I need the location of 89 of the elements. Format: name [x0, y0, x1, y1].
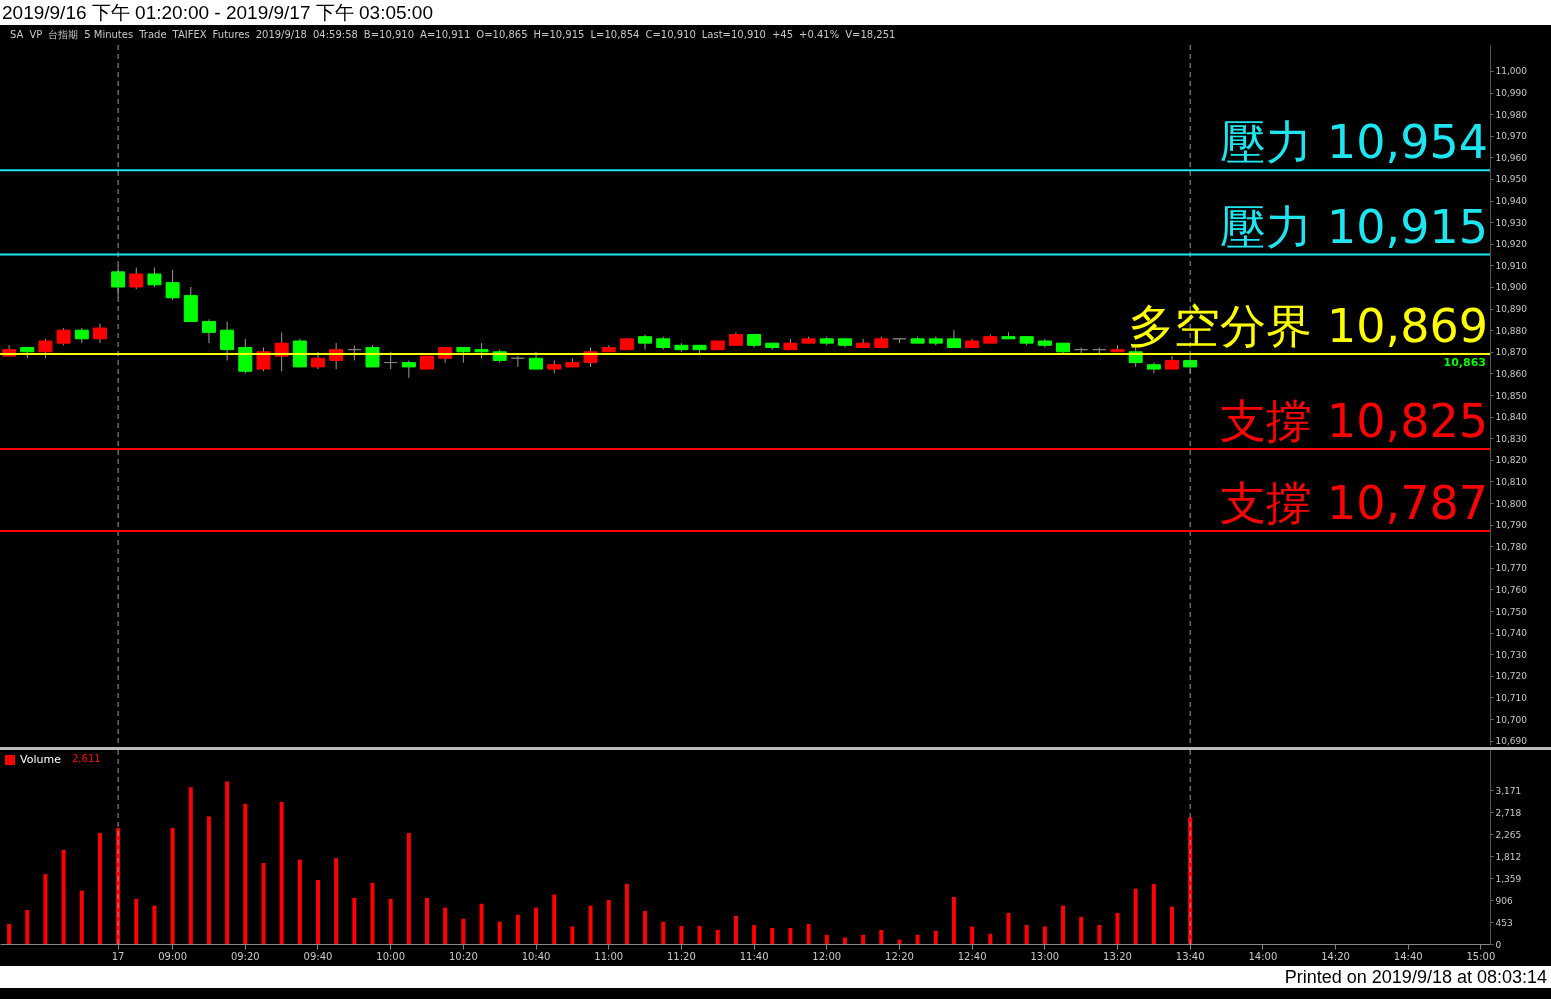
- text: V=18,251: [845, 29, 896, 40]
- y-tick-label: 10,700: [1495, 714, 1528, 725]
- y-tick-label: 10,730: [1495, 649, 1528, 660]
- y-tick-label: 1,812: [1495, 851, 1522, 862]
- x-tick-label: 13:00: [1030, 950, 1060, 962]
- text: TAIFEX: [172, 29, 207, 40]
- y-tick-label: 10,930: [1495, 217, 1528, 228]
- x-tick-label: 11:40: [739, 950, 769, 962]
- text: Trade: [139, 29, 167, 40]
- y-tick-label: 10,810: [1495, 476, 1528, 487]
- text: C=10,910: [645, 29, 696, 40]
- y-tick-label: 10,880: [1495, 325, 1528, 336]
- y-tick-label: 10,690: [1495, 736, 1528, 747]
- x-tick-label: 10:20: [448, 950, 478, 962]
- y-tick-label: 10,720: [1495, 671, 1528, 682]
- x-tick-label: 12:40: [957, 950, 987, 962]
- text: 04:59:58: [312, 29, 358, 40]
- x-tick-label: 12:20: [885, 950, 914, 962]
- y-tick-label: 10,750: [1495, 606, 1528, 617]
- x-tick-label: 09:20: [230, 950, 260, 962]
- ref-line-label: 壓力 10,915: [1220, 199, 1488, 254]
- annotation: 10,863: [1443, 356, 1486, 369]
- text: 5 Minutes: [84, 29, 134, 40]
- chart-title: 2019/9/16 下午 01:20:00 - 2019/9/17 下午 03:05:00: [0, 0, 1551, 25]
- y-tick-label: 10,870: [1495, 347, 1528, 358]
- x-tick-label: 15:00: [1466, 950, 1496, 962]
- ref-line-label: 支撐 10,787: [1220, 476, 1488, 531]
- ref-line-label: 壓力 10,954: [1220, 115, 1488, 170]
- y-tick-label: 10,940: [1495, 196, 1528, 207]
- x-tick-label: 14:00: [1248, 950, 1278, 962]
- y-tick-label: 2,718: [1495, 807, 1522, 818]
- y-tick-label: 10,740: [1495, 628, 1528, 639]
- x-tick-label: 14:40: [1393, 950, 1423, 962]
- y-tick-label: 10,820: [1495, 455, 1528, 466]
- text: L=10,854: [590, 29, 640, 40]
- text: +0.41%: [799, 29, 840, 40]
- y-tick-label: 10,770: [1495, 563, 1528, 574]
- legend-label: Volume: [20, 753, 62, 766]
- y-tick-label: 10,860: [1495, 368, 1528, 379]
- text: H=10,915: [533, 29, 585, 40]
- y-tick-label: 1,359: [1495, 873, 1522, 884]
- text: +45: [771, 29, 794, 40]
- text: 台指期: [48, 29, 79, 40]
- y-tick-label: 10,800: [1495, 498, 1528, 509]
- y-tick-label: 3,171: [1495, 785, 1522, 796]
- x-tick-label: 12:00: [812, 950, 842, 962]
- x-tick-label: 17: [111, 950, 125, 962]
- y-tick-label: 906: [1495, 895, 1513, 906]
- y-tick-label: 10,910: [1495, 260, 1528, 271]
- x-tick-label: 10:40: [521, 950, 551, 962]
- y-tick-label: 10,760: [1495, 584, 1528, 595]
- y-tick-label: 10,830: [1495, 433, 1528, 444]
- y-tick-label: 2,265: [1495, 829, 1522, 840]
- y-tick-label: 10,920: [1495, 239, 1528, 250]
- text: Futures: [212, 29, 250, 40]
- y-tick-label: 10,900: [1495, 282, 1528, 293]
- y-tick-label: 10,850: [1495, 390, 1528, 401]
- x-tick-label: 09:40: [303, 950, 333, 962]
- text: O=10,865: [476, 29, 528, 40]
- text: SA: [10, 29, 24, 40]
- x-tick-label: 10:00: [376, 950, 406, 962]
- y-tick-label: 10,950: [1495, 174, 1528, 185]
- y-tick-label: 10,980: [1495, 109, 1528, 120]
- y-tick-label: 0: [1495, 939, 1502, 950]
- y-tick-label: 10,790: [1495, 520, 1528, 531]
- y-tick-label: 10,780: [1495, 541, 1528, 552]
- text: A=10,911: [420, 29, 471, 40]
- y-tick-label: 11,000: [1495, 66, 1528, 77]
- text: Printed on 2019/9/18 at 08:03:14: [0, 966, 1551, 988]
- y-tick-label: 10,710: [1495, 692, 1528, 703]
- text: B=10,910: [363, 29, 415, 40]
- ref-line-label: 多空分界 10,869: [1128, 298, 1488, 353]
- text: 2019/9/18: [255, 29, 307, 40]
- y-tick-label: 10,840: [1495, 412, 1528, 423]
- x-tick-label: 11:20: [666, 950, 696, 962]
- text: Last=10,910: [701, 29, 766, 40]
- annotation: 2,611: [72, 753, 101, 764]
- x-tick-label: 13:20: [1103, 950, 1132, 962]
- y-tick-label: 10,890: [1495, 304, 1528, 315]
- ref-line-label: 支撐 10,825: [1220, 394, 1488, 449]
- y-tick-label: 10,970: [1495, 131, 1528, 142]
- text: VP: [29, 29, 43, 40]
- x-tick-label: 11:00: [594, 950, 624, 962]
- x-tick-label: 09:00: [158, 950, 188, 962]
- x-tick-label: 14:20: [1321, 950, 1350, 962]
- y-tick-label: 453: [1495, 917, 1513, 928]
- y-tick-label: 10,990: [1495, 88, 1528, 99]
- x-tick-label: 13:40: [1175, 950, 1205, 962]
- y-tick-label: 10,960: [1495, 152, 1528, 163]
